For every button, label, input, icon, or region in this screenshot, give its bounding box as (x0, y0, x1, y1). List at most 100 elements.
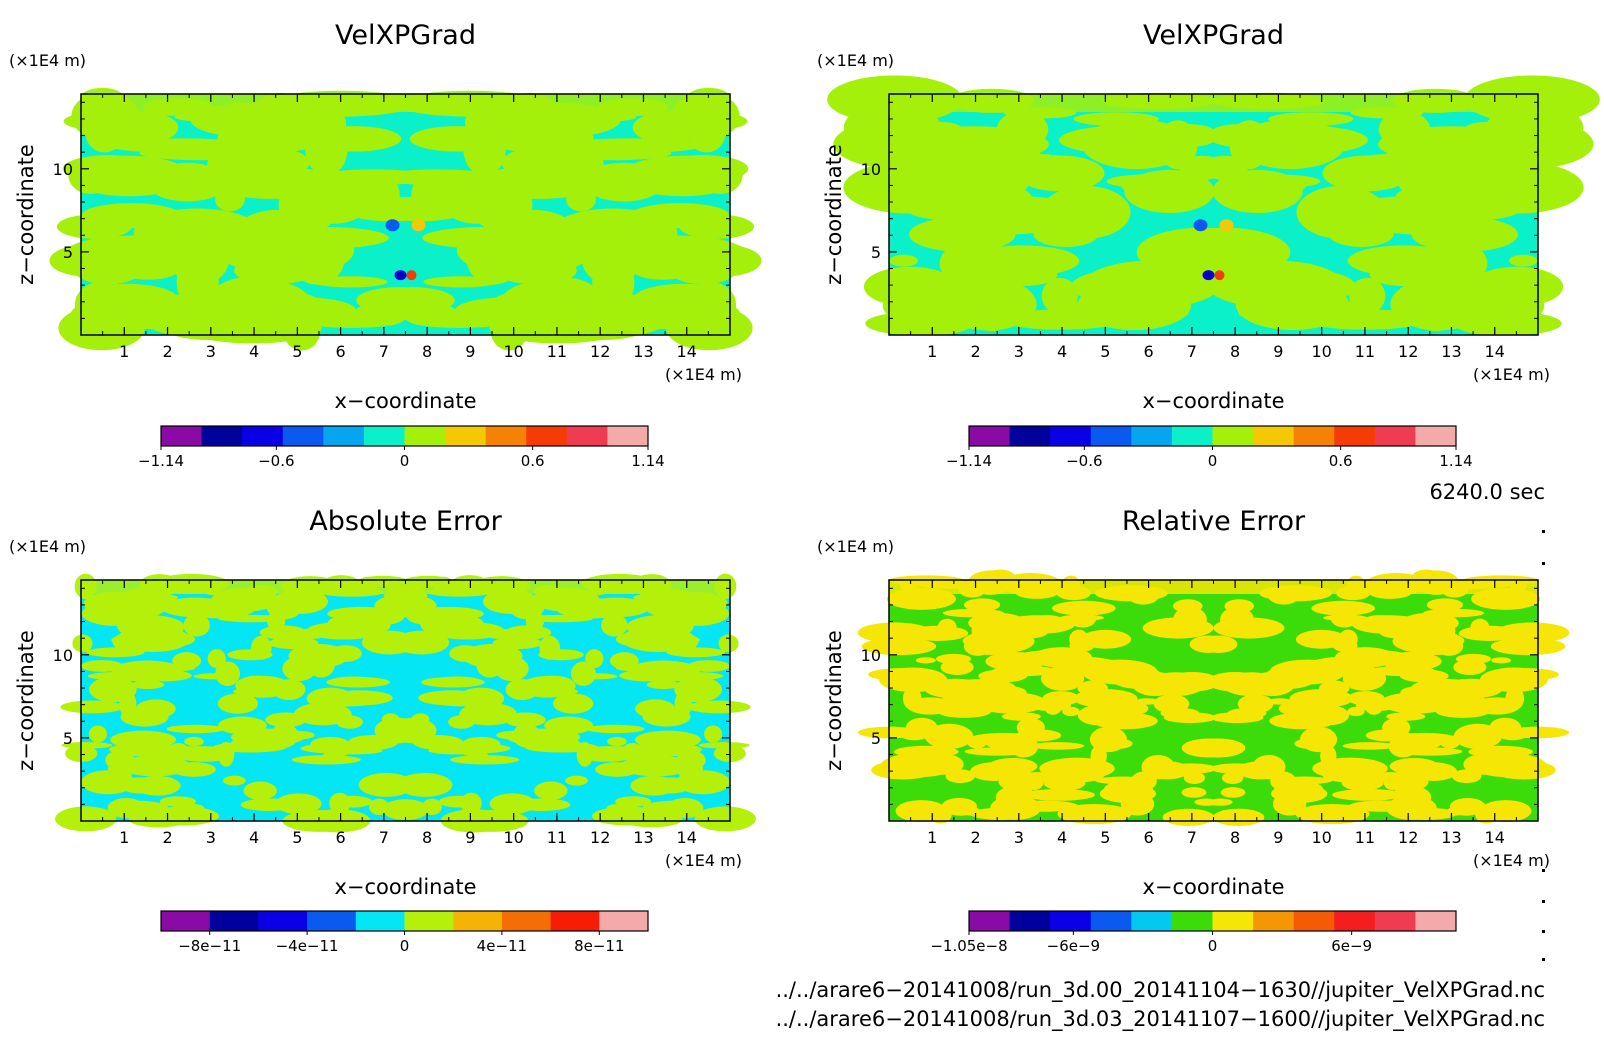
colorbar-tick-label: −1.05e−8 (930, 937, 1007, 955)
contour-patch (193, 673, 240, 680)
contour-patch (61, 742, 113, 749)
contour-patch (413, 735, 464, 750)
colorbar-tick-label: −0.6 (258, 452, 294, 470)
contour-patch (402, 302, 458, 327)
x-tick-label: 13 (633, 828, 653, 847)
contour-patch (1487, 668, 1559, 681)
contour-patch (243, 781, 277, 800)
y-unit-label: (×1E4 m) (817, 51, 894, 70)
contour-patch (1413, 282, 1545, 330)
contour-patch (218, 716, 267, 735)
colorbar-tick-label: 8e−11 (574, 937, 624, 955)
contour-patch (1173, 606, 1207, 633)
x-tick-label: 10 (1311, 342, 1331, 361)
contour-patch (207, 649, 226, 669)
x-tick-label: 11 (547, 342, 567, 361)
x-tick-label: 12 (1398, 342, 1418, 361)
x-axis-label: x−coordinate (1142, 389, 1284, 413)
contour-patch (227, 649, 273, 661)
colorbar-swatch (599, 911, 649, 931)
contour-patch (1453, 659, 1487, 676)
contour-patch (1473, 697, 1521, 715)
contour-patch (1037, 769, 1104, 783)
contour-patch (1397, 773, 1429, 791)
contour-patch (1030, 699, 1072, 712)
contour-patch (1098, 738, 1133, 750)
contour-patch (565, 775, 588, 786)
contour-patch (1210, 763, 1262, 774)
contour-patch (882, 282, 1014, 330)
contour-patch (1077, 705, 1117, 726)
contour-patch (1154, 235, 1249, 257)
x-tick-label: 13 (1441, 342, 1461, 361)
x-tick-label: 11 (547, 828, 567, 847)
contour-spot (1206, 272, 1211, 278)
contour-patch (552, 693, 594, 714)
x-tick-label: 14 (1485, 828, 1505, 847)
x-tick-label: 8 (1230, 828, 1240, 847)
contour-band (81, 580, 730, 594)
contour-patch (621, 155, 743, 197)
contour-patch (376, 774, 399, 791)
contour-patch (1134, 698, 1160, 705)
x-tick-label: 3 (1014, 828, 1024, 847)
colorbar-swatch (282, 426, 324, 446)
contour-patch (124, 664, 196, 672)
contour-patch (1342, 742, 1397, 750)
contour-patch (586, 724, 645, 734)
x-tick-label: 5 (292, 828, 302, 847)
contour-patch (1294, 738, 1329, 750)
contour-spot (411, 219, 426, 232)
x-tick-label: 1 (119, 828, 129, 847)
contour-patch (1069, 610, 1097, 628)
colorbar-swatch (1415, 911, 1457, 931)
contour-patch (184, 736, 204, 747)
colorbar-tick-label: −1.14 (138, 452, 184, 470)
x-tick-label: 9 (1273, 342, 1283, 361)
contour-patch (1399, 736, 1442, 750)
colorbar-swatch (355, 911, 405, 931)
contour-patch (1001, 712, 1041, 721)
colorbar-swatch (201, 426, 243, 446)
contour-patch (1452, 769, 1482, 784)
x-tick-label: 5 (1100, 342, 1110, 361)
contour-patch (1310, 656, 1374, 673)
colorbar-swatch (969, 911, 1011, 931)
contour-patch (595, 762, 640, 777)
contour-patch (332, 795, 373, 808)
contour-field (55, 573, 756, 833)
contour-patch (957, 220, 1051, 235)
contour-patch (906, 625, 969, 641)
x-tick-label: 2 (970, 342, 980, 361)
contour-patch (408, 610, 467, 622)
contour-patch (457, 687, 505, 710)
x-tick-label: 10 (1311, 828, 1331, 847)
colorbar: −1.14 −0.6 0 0.6 1.14 (138, 425, 665, 470)
colorbar-swatch (1415, 426, 1457, 446)
contour-patch (344, 610, 403, 622)
colorbar-swatch (1253, 426, 1295, 446)
contour-patch (687, 700, 751, 714)
y-tick-label: 5 (63, 243, 73, 262)
contour-patch (908, 200, 1011, 221)
contour-patch (642, 709, 682, 721)
panel-title: Absolute Error (309, 506, 502, 537)
colorbar-swatch (1009, 911, 1051, 931)
contour-patch (1030, 742, 1085, 750)
panel-3: Absolute Error(×1E4 m)1 2 3 4 5 6 7 8 9 10 11 12 13 1… (9, 506, 756, 955)
contour-patch (1347, 706, 1365, 717)
contour-patch (676, 770, 730, 795)
contour-patch (1411, 639, 1460, 655)
contour-patch (525, 611, 545, 631)
colorbar-tick-label: −4e−11 (276, 937, 339, 955)
x-tick-label: 5 (1100, 828, 1110, 847)
contour-patch (100, 607, 141, 615)
x-tick-label: 14 (1485, 342, 1505, 361)
contour-patch (329, 645, 362, 662)
contour-patch (372, 196, 468, 222)
contour-patch (85, 647, 145, 658)
y-axis-label: z−coordinate (822, 144, 846, 285)
y-tick-label: 5 (63, 729, 73, 748)
file-path-2: ../../arare6−20141008/run_3d.03_20141107… (776, 1007, 1545, 1032)
contour-patch (945, 769, 975, 784)
